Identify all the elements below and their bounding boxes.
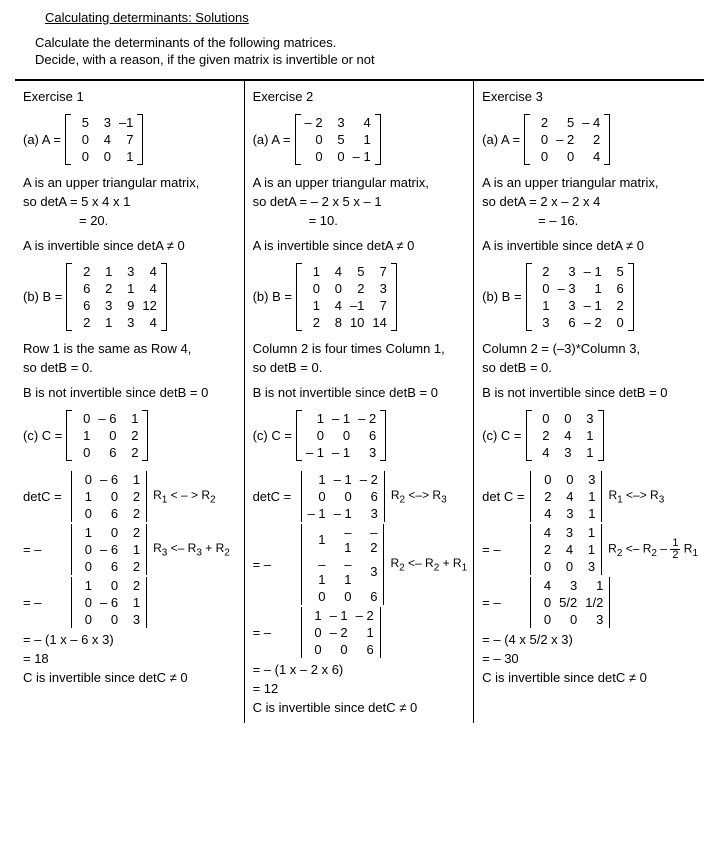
text-line: = – 16.: [482, 213, 698, 228]
part-label: (b) B =: [23, 289, 62, 304]
determinant: 1– 1– 2– 1– 13006: [299, 524, 387, 605]
part-label: (c) C =: [23, 428, 62, 443]
text-line: = 10.: [253, 213, 468, 228]
text-line: so detB = 0.: [23, 360, 238, 375]
determinant: 003241431: [528, 471, 604, 522]
determinant: 0– 61102062: [69, 471, 149, 522]
eq-label: = –: [23, 595, 65, 610]
text-line: A is invertible since detA ≠ 0: [253, 238, 468, 253]
exercise-header: Exercise 3: [482, 89, 698, 104]
det-label: detC =: [23, 489, 65, 504]
exercise-3: Exercise 3 (a) A = 25– 40– 22004 A is an up…: [473, 81, 704, 723]
text-line: A is invertible since detA ≠ 0: [23, 238, 238, 253]
det-label: detC =: [253, 489, 295, 504]
matrix: 003241431: [526, 410, 604, 461]
text-line: so detA = 2 x – 2 x 4: [482, 194, 698, 209]
exercise-header: Exercise 2: [253, 89, 468, 104]
text-line: = – (1 x – 6 x 3): [23, 632, 238, 647]
matrix: 0– 61102062: [66, 410, 148, 461]
row-op: R3 <– R3 + R2: [153, 541, 230, 558]
text-line: = – (4 x 5/2 x 3): [482, 632, 698, 647]
text-line: so detA = – 2 x 5 x – 1: [253, 194, 468, 209]
text-line: A is invertible since detA ≠ 0: [482, 238, 698, 253]
text-line: A is an upper triangular matrix,: [23, 175, 238, 190]
matrix: 21346214639122134: [66, 263, 166, 331]
text-line: A is an upper triangular matrix,: [253, 175, 468, 190]
eq-label: = –: [253, 625, 295, 640]
text-line: so detA = 5 x 4 x 1: [23, 194, 238, 209]
determinant: 1– 1– 20– 21006: [299, 607, 383, 658]
matrix: 25– 40– 22004: [524, 114, 610, 165]
text-line: Column 2 is four times Column 1,: [253, 341, 468, 356]
matrix: 23– 150– 31613– 1236– 20: [526, 263, 634, 331]
text-line: so detB = 0.: [482, 360, 698, 375]
matrix: 53–1047001: [65, 114, 143, 165]
text-line: = – 30: [482, 651, 698, 666]
columns: Exercise 1 (a) A = 53–1047001 A is an upper…: [15, 79, 704, 723]
intro-text: Calculate the determinants of the follow…: [35, 35, 704, 69]
eq-label: = –: [482, 542, 524, 557]
page-title: Calculating determinants: Solutions: [45, 10, 704, 25]
matrix: – 23405100– 1: [295, 114, 381, 165]
part-label: (a) A =: [23, 132, 61, 147]
row-op: R2 <– R2 + R1: [390, 556, 467, 573]
matrix: 1– 1– 2006– 1– 13: [296, 410, 386, 461]
text-line: B is not invertible since detB = 0: [253, 385, 468, 400]
determinant: 431241003: [528, 524, 604, 575]
part-label: (a) A =: [253, 132, 291, 147]
intro-line: Calculate the determinants of the follow…: [35, 35, 704, 52]
exercise-header: Exercise 1: [23, 89, 238, 104]
part-label: (b) B =: [482, 289, 521, 304]
row-op: R2 <– R2 – 12 R1: [608, 538, 698, 561]
part-label: (a) A =: [482, 132, 520, 147]
determinant: 1– 1– 2006– 1– 13: [299, 471, 387, 522]
part-label: (c) C =: [253, 428, 292, 443]
text-line: B is not invertible since detB = 0: [23, 385, 238, 400]
determinant: 1020– 61062: [69, 524, 149, 575]
eq-label: = –: [253, 557, 295, 572]
text-line: = 12: [253, 681, 468, 696]
row-op: R1 < – > R2: [153, 488, 216, 505]
exercise-2: Exercise 2 (a) A = – 23405100– 1 A is an up…: [244, 81, 474, 723]
det-label: det C =: [482, 489, 524, 504]
text-line: C is invertible since detC ≠ 0: [253, 700, 468, 715]
text-line: = 18: [23, 651, 238, 666]
text-line: C is invertible since detC ≠ 0: [23, 670, 238, 685]
part-label: (b) B =: [253, 289, 292, 304]
text-line: Column 2 = (–3)*Column 3,: [482, 341, 698, 356]
row-op: R2 <–> R3: [391, 488, 447, 505]
matrix: 1457002314–17281014: [296, 263, 397, 331]
determinant: 43105/21/2003: [528, 577, 612, 628]
row-op: R1 <–> R3: [608, 488, 664, 505]
text-line: C is invertible since detC ≠ 0: [482, 670, 698, 685]
eq-label: = –: [482, 595, 524, 610]
text-line: Row 1 is the same as Row 4,: [23, 341, 238, 356]
part-label: (c) C =: [482, 428, 521, 443]
determinant: 1020– 61003: [69, 577, 149, 628]
text-line: = 20.: [23, 213, 238, 228]
text-line: so detB = 0.: [253, 360, 468, 375]
intro-line: Decide, with a reason, if the given matr…: [35, 52, 704, 69]
eq-label: = –: [23, 542, 65, 557]
text-line: B is not invertible since detB = 0: [482, 385, 698, 400]
exercise-1: Exercise 1 (a) A = 53–1047001 A is an upper…: [15, 81, 244, 723]
text-line: A is an upper triangular matrix,: [482, 175, 698, 190]
text-line: = – (1 x – 2 x 6): [253, 662, 468, 677]
